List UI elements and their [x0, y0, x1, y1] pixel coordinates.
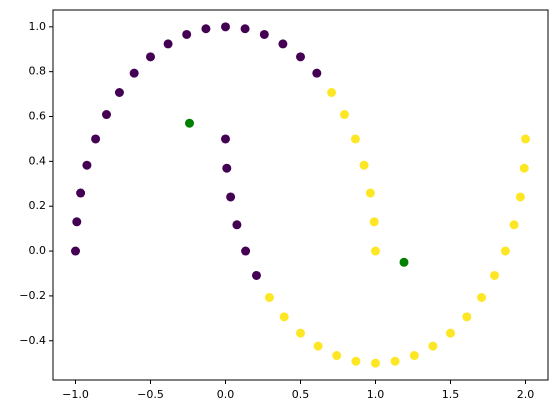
scatter-point: [519, 163, 529, 173]
scatter-point: [251, 270, 261, 280]
scatter-point: [129, 68, 139, 78]
scatter-point: [500, 246, 510, 256]
scatter-point: [221, 22, 230, 32]
scatter-point: [365, 188, 375, 198]
scatter-point: [185, 118, 194, 128]
scatter-point: [399, 257, 409, 267]
scatter-point: [71, 246, 80, 256]
scatter-point: [509, 220, 519, 230]
scatter-point: [259, 29, 269, 39]
scatter-point: [371, 358, 380, 368]
scatter-point: [327, 87, 337, 97]
y-tick-label: 0.6: [29, 110, 47, 123]
scatter-point: [264, 293, 274, 303]
scatter-point: [332, 351, 342, 361]
scatter-point: [240, 24, 250, 34]
x-tick-label: 0.0: [217, 388, 235, 401]
scatter-point: [313, 341, 323, 351]
scatter-point: [222, 163, 232, 173]
scatter-point: [296, 328, 305, 338]
scatter-point: [201, 24, 211, 34]
scatter-point: [182, 29, 192, 39]
scatter-point: [221, 134, 230, 144]
scatter-point: [462, 312, 472, 322]
y-tick-label: −0.2: [19, 289, 46, 302]
scatter-point: [72, 217, 82, 227]
scatter-point: [312, 68, 322, 78]
scatter-point: [446, 328, 455, 338]
x-tick-label: 0.5: [292, 388, 310, 401]
scatter-point: [232, 220, 242, 230]
y-tick-label: 0.0: [29, 244, 47, 257]
scatter-point: [76, 188, 86, 198]
scatter-point: [296, 52, 305, 62]
scatter-point: [114, 87, 124, 97]
scatter-point: [390, 356, 400, 366]
scatter-point: [101, 110, 111, 120]
scatter-point: [490, 270, 500, 280]
scatter-point: [350, 134, 360, 144]
scatter-point: [521, 134, 530, 144]
x-tick-label: 2.0: [517, 388, 535, 401]
x-tick-label: 1.0: [367, 388, 385, 401]
scatter-point: [82, 160, 92, 170]
y-tick-label: 0.4: [29, 154, 47, 167]
scatter-point: [369, 217, 379, 227]
plot-frame: [52, 9, 549, 381]
scatter-point: [371, 246, 380, 256]
scatter-point: [91, 134, 101, 144]
scatter-point: [409, 351, 419, 361]
scatter-point: [226, 192, 236, 202]
y-tick-label: 0.2: [29, 199, 47, 212]
scatter-point: [428, 341, 438, 351]
scatter-point: [340, 110, 350, 120]
x-tick-label: 1.5: [442, 388, 460, 401]
scatter-point: [241, 246, 251, 256]
scatter-point: [359, 160, 369, 170]
scatter-point: [477, 293, 487, 303]
x-tick-label: −1.0: [62, 388, 89, 401]
scatter-point: [163, 39, 173, 49]
x-tick-label: −0.5: [137, 388, 164, 401]
scatter-point: [351, 356, 361, 366]
scatter-point: [146, 52, 155, 62]
y-tick-label: 1.0: [29, 20, 47, 33]
scatter-point: [279, 312, 289, 322]
y-tick-label: 0.8: [29, 65, 47, 78]
scatter-point: [515, 192, 525, 202]
y-tick-label: −0.4: [19, 334, 46, 347]
scatter-point: [278, 39, 288, 49]
